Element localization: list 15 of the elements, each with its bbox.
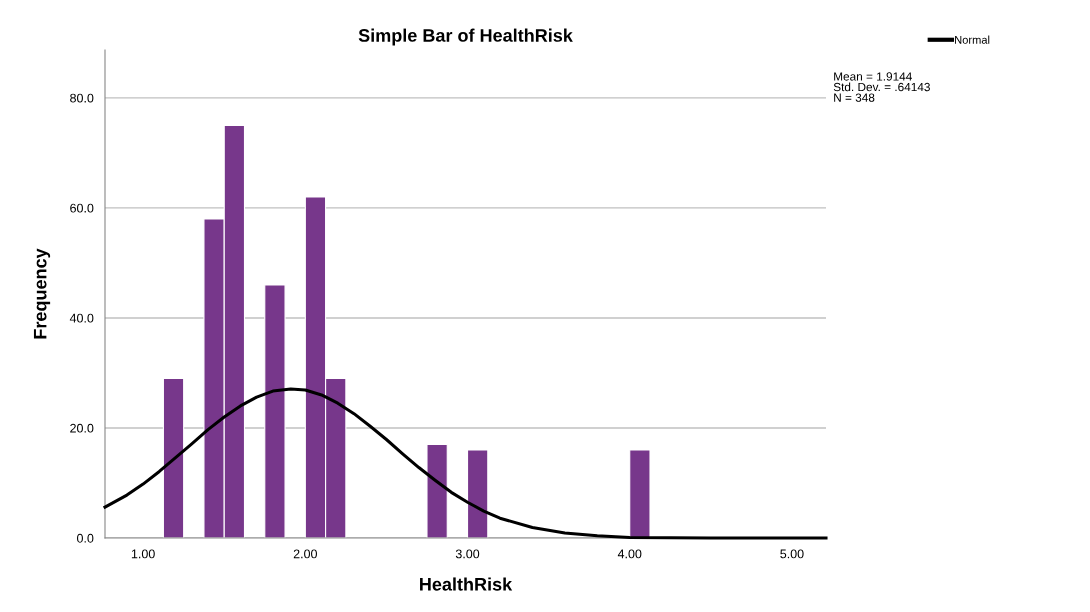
y-tick-label: 0.0: [77, 533, 94, 543]
y-tick-label: 40.0: [69, 313, 94, 323]
y-tick-label: 60.0: [70, 203, 94, 213]
x-tick-label: 2.00: [293, 549, 317, 559]
y-tick-label: 80.0: [70, 93, 94, 103]
y-axis-title: Frequency: [33, 248, 51, 339]
y-tick-label: 20.0: [70, 423, 94, 433]
text: Mean = 1.9144 Std. Dev. = .64143 N = 348: [833, 72, 930, 102]
legend-label: Normal: [955, 35, 990, 44]
chart-title: Simple Bar of HealthRisk: [358, 28, 573, 46]
x-tick-label: 3.00: [455, 549, 480, 559]
x-axis-title: HealthRisk: [420, 577, 513, 591]
x-tick-label: 5.00: [780, 549, 804, 559]
x-tick-label: 4.00: [617, 549, 642, 559]
x-tick-label: 1.00: [131, 549, 155, 559]
